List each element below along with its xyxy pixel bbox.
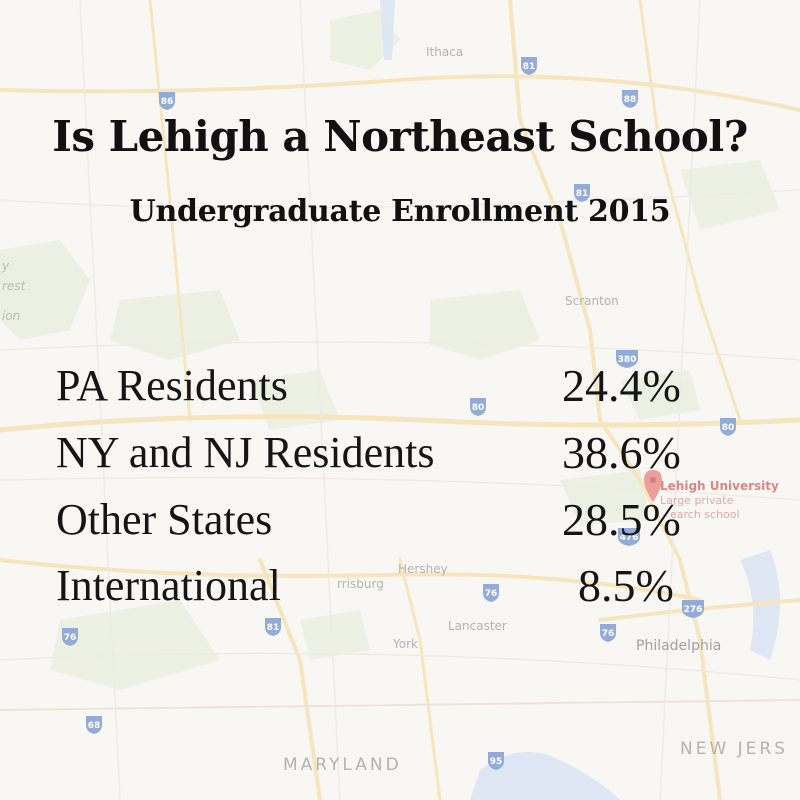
map-label-forest-1: y: [1, 259, 10, 273]
map-pin-icon[interactable]: [644, 470, 662, 502]
stat-label: Other States: [56, 495, 273, 544]
shield-380-icon: 380: [618, 355, 637, 365]
stat-value: 38.6%: [562, 427, 681, 478]
shield-81-icon: 81: [267, 623, 280, 633]
marker-line2: earch school: [670, 508, 740, 521]
map-label-forest-2: rest: [2, 279, 27, 293]
marker-name[interactable]: Lehigh University: [660, 479, 779, 493]
shield-81-icon: 81: [576, 189, 589, 199]
shield-80-icon: 80: [472, 403, 485, 413]
page-title: Is Lehigh a Northeast School?: [52, 112, 748, 161]
map-label-lancaster: Lancaster: [448, 619, 507, 633]
map-label-new-jersey: NEW JERS: [680, 739, 788, 759]
shield-88-icon: 88: [624, 95, 637, 105]
shield-76-icon: 76: [64, 633, 77, 643]
map-label-philadelphia: Philadelphia: [636, 638, 721, 654]
map-label-harrisburg: rrisburg: [337, 577, 384, 591]
page-subtitle: Undergraduate Enrollment 2015: [129, 194, 671, 229]
stat-value: 24.4%: [562, 360, 681, 411]
shield-95-icon: 95: [490, 757, 503, 767]
shield-76-icon: 76: [485, 589, 498, 599]
stat-value: 28.5%: [562, 494, 681, 545]
stat-label: PA Residents: [56, 361, 288, 410]
shield-476-icon: 476: [620, 533, 639, 543]
stat-row-ny-nj: NY and NJ Residents 38.6%: [0, 423, 800, 483]
map-label-maryland: MARYLAND: [283, 755, 402, 775]
shield-68-icon: 68: [88, 721, 101, 731]
map-label-scranton: Scranton: [565, 294, 619, 308]
shield-76-icon: 76: [602, 629, 615, 639]
map-label-forest-3: ion: [2, 309, 20, 323]
shield-80-icon: 80: [722, 423, 735, 433]
stat-row-other-states: Other States 28.5%: [0, 490, 800, 550]
map-label-hershey: Hershey: [398, 562, 448, 576]
interstate-shields: 86 81 88 81 380 80 80 476 76 76 81 76 27…: [62, 57, 736, 770]
stat-row-international: International 8.5%: [0, 556, 800, 616]
shield-81-icon: 81: [523, 62, 536, 72]
map-label-york: York: [392, 637, 418, 651]
marker-line1: Large private: [660, 494, 734, 507]
shield-276-icon: 276: [684, 605, 703, 615]
stat-value: 8.5%: [578, 560, 674, 611]
map-label-ithaca: Ithaca: [426, 45, 463, 59]
shield-86-icon: 86: [161, 97, 174, 107]
stat-label: International: [56, 561, 281, 610]
lehigh-marker[interactable]: Lehigh University Large private earch sc…: [644, 470, 779, 521]
stat-row-pa: PA Residents 24.4%: [0, 356, 800, 416]
stat-label: NY and NJ Residents: [56, 428, 435, 477]
